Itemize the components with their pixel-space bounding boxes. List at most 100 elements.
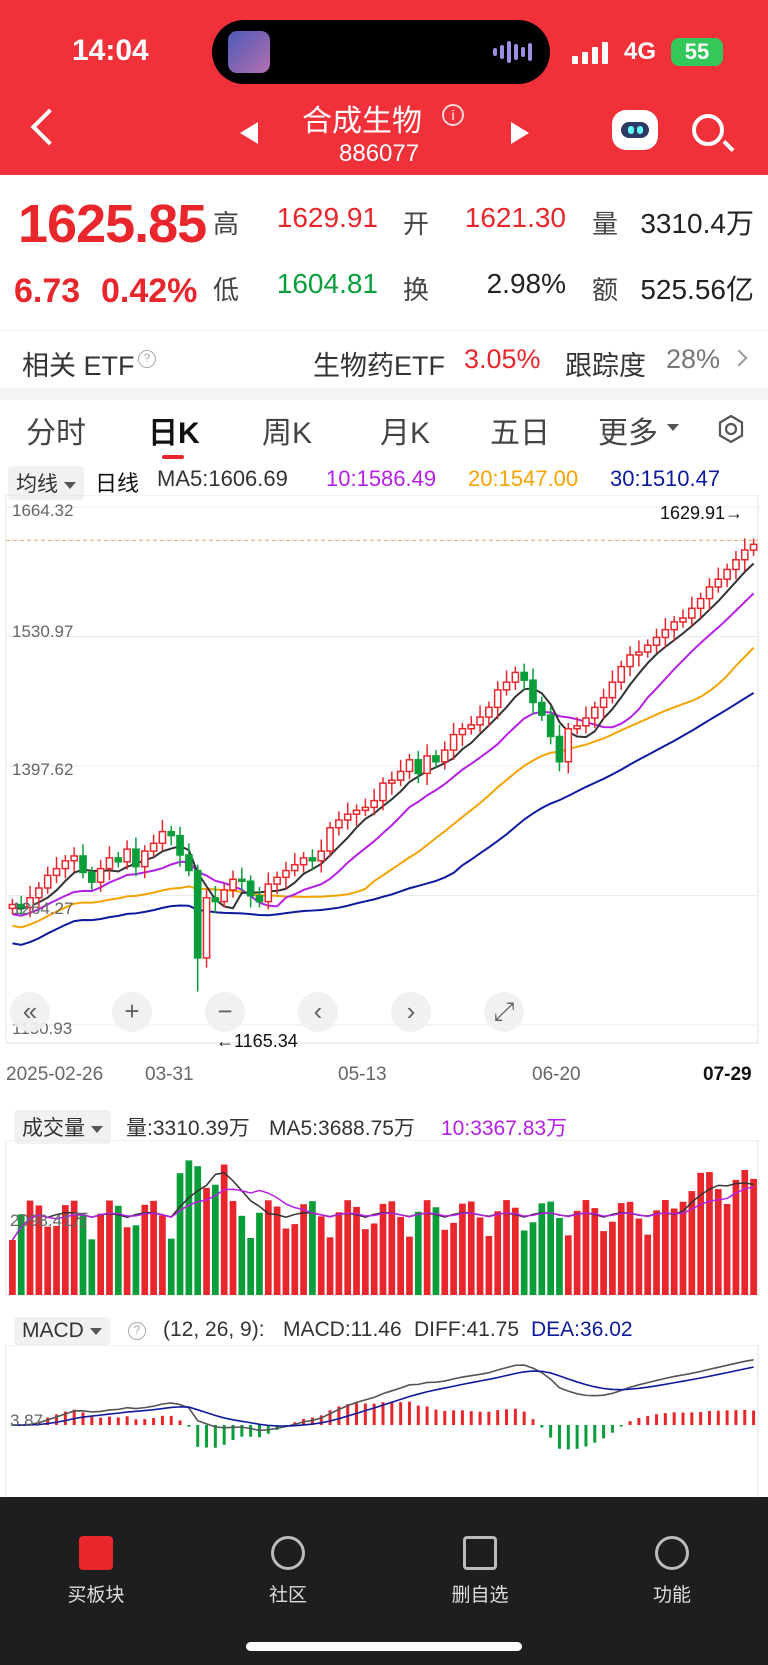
ma10-line [12, 592, 755, 917]
macd-histogram-bar [240, 1425, 244, 1437]
volume-bar [238, 1215, 246, 1295]
macd-histogram-bar [178, 1420, 182, 1425]
high-value: 1629.91 [276, 202, 378, 233]
macd-histogram-bar [584, 1425, 588, 1447]
candle [537, 701, 546, 716]
candle [35, 887, 43, 899]
candle [617, 665, 626, 683]
macd-histogram-bar [452, 1410, 456, 1425]
candle [405, 759, 414, 773]
candle [352, 809, 361, 815]
volume-bar [159, 1215, 166, 1295]
macd-histogram-bar [196, 1425, 200, 1447]
candlestick-chart[interactable] [0, 495, 768, 1055]
next-stock-icon[interactable] [511, 122, 529, 144]
macd-selector[interactable]: MACD [14, 1317, 110, 1345]
macd-chart[interactable] [0, 1345, 768, 1505]
tab-more[interactable]: 更多 [598, 417, 658, 450]
prev-stock-icon[interactable] [240, 122, 258, 144]
last-price: 1625.85 [18, 194, 207, 254]
search-icon[interactable] [692, 114, 724, 146]
etf-name[interactable]: 生物药ETF [313, 351, 445, 381]
scroll-right-button[interactable]: › [391, 992, 431, 1032]
turnover-value: 2.98% [486, 268, 566, 299]
candle [317, 850, 326, 862]
scroll-left-button[interactable]: ‹ [298, 992, 338, 1032]
candle [193, 869, 202, 959]
tab-monthly-k[interactable]: 月K [380, 417, 431, 450]
volume-bar [44, 1226, 52, 1295]
volume-bar [229, 1200, 237, 1295]
rewind-button[interactable]: « [10, 992, 50, 1032]
fullscreen-button[interactable]: ⤢ [484, 992, 524, 1032]
help-icon[interactable]: ? [138, 350, 156, 368]
macd-histogram-bar [557, 1425, 561, 1449]
help-icon[interactable]: ? [128, 1322, 146, 1340]
battery-indicator: 55 [671, 38, 723, 66]
volume-ma10-line [11, 1186, 754, 1241]
nav-functions[interactable]: 功能 [612, 1536, 732, 1607]
candle [732, 559, 740, 571]
candle [608, 681, 617, 699]
info-icon[interactable]: i [442, 104, 464, 126]
tab-intraday[interactable]: 分时 [26, 417, 86, 450]
volume-bar [335, 1212, 343, 1295]
volume-bar [344, 1200, 352, 1295]
community-icon [271, 1536, 305, 1570]
tracking-label: 跟踪度 [565, 351, 646, 381]
candle [476, 716, 484, 726]
price-change-pct: 0.42% [101, 272, 198, 310]
zoom-in-button[interactable]: + [112, 992, 152, 1032]
macd-histogram-bar [99, 1417, 103, 1425]
candle [670, 621, 679, 631]
diff-line [12, 1359, 754, 1432]
settings-icon[interactable] [716, 414, 746, 444]
chevron-down-icon[interactable] [667, 424, 679, 431]
ma30-line [12, 692, 755, 946]
tab-five-day[interactable]: 五日 [490, 417, 550, 450]
indicator-selector[interactable]: 均线 [8, 466, 84, 500]
related-etf-label: 相关 ETF [22, 351, 135, 381]
nav-community[interactable]: 社区 [228, 1536, 348, 1607]
volume-bar [582, 1200, 590, 1295]
ai-assistant-icon[interactable] [612, 110, 658, 150]
candle [749, 543, 758, 551]
macd-histogram-bar [681, 1412, 685, 1425]
volume-chart[interactable] [0, 1140, 768, 1300]
volume-bar [732, 1179, 740, 1295]
candle [26, 896, 34, 909]
volume-bar [264, 1200, 272, 1295]
candle [520, 671, 529, 681]
candle [290, 863, 299, 872]
volume-bar [212, 1184, 219, 1295]
zoom-out-button[interactable]: − [205, 992, 245, 1032]
tab-daily-k[interactable]: 日K [148, 417, 200, 450]
candle [167, 830, 176, 837]
nav-remove-watchlist[interactable]: 删自选 [420, 1536, 540, 1607]
macd-histogram-bar [143, 1419, 147, 1425]
related-etf-bar[interactable] [0, 330, 768, 388]
candle [246, 880, 255, 897]
macd-histogram-bar [160, 1415, 164, 1425]
volume-bar [450, 1222, 457, 1295]
candle [573, 725, 581, 730]
macd-histogram-bar [407, 1401, 411, 1425]
nav-label: 功能 [652, 1585, 691, 1606]
macd-histogram-bar [487, 1411, 491, 1425]
tab-weekly-k[interactable]: 周K [262, 417, 313, 450]
candle [132, 848, 140, 868]
candle [52, 867, 61, 877]
macd-histogram-bar [90, 1416, 94, 1425]
volume-bar [388, 1201, 396, 1295]
volume-selector[interactable]: 成交量 [14, 1110, 111, 1144]
macd-histogram-bar [434, 1409, 438, 1425]
candle [529, 679, 537, 704]
stock-code: 886077 [339, 140, 420, 167]
candle [687, 607, 696, 619]
back-arrow-icon[interactable] [30, 108, 68, 146]
candle [255, 895, 264, 903]
candle [502, 681, 511, 691]
macd-histogram-bar [416, 1405, 420, 1425]
nav-buy-sector[interactable]: 买板块 [36, 1536, 156, 1607]
macd-selector-label: MACD [22, 1319, 84, 1342]
